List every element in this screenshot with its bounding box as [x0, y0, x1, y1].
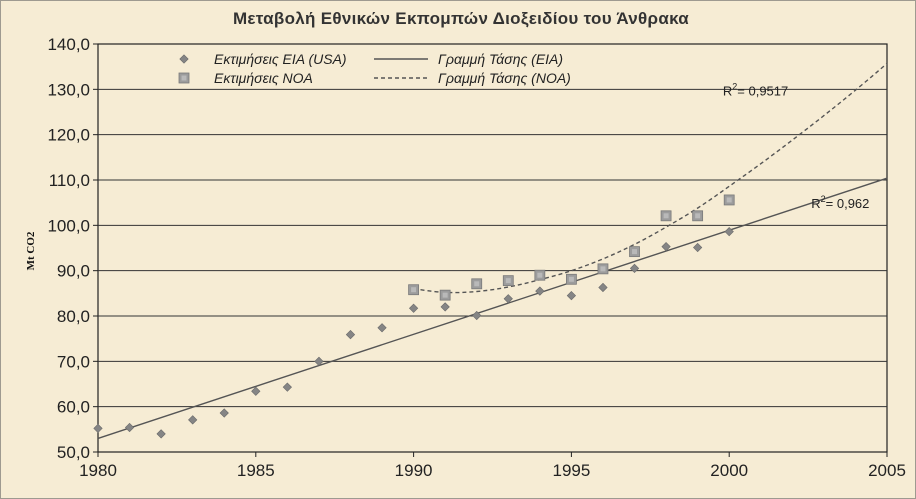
square-marker-inner	[505, 278, 511, 284]
noa-point	[408, 284, 420, 296]
eia-point	[693, 242, 703, 253]
legend-label-noa: Εκτιμήσεις NOA	[214, 70, 313, 86]
trend-line-eia	[97, 177, 888, 440]
eia-point	[598, 282, 608, 293]
square-marker-inner	[600, 266, 606, 272]
gridlines	[98, 88, 887, 408]
r-squared-annotations: R2= 0,9517 R2= 0,962	[723, 82, 870, 211]
eia-point	[503, 294, 513, 304]
plot-area	[97, 43, 888, 453]
noa-point	[629, 246, 640, 258]
eia-point	[156, 429, 166, 439]
y-tick-label: 110,0	[49, 171, 90, 190]
eia-point	[408, 303, 419, 313]
r-squared-label: R2= 0,9517	[723, 82, 788, 99]
eia-point	[251, 386, 261, 396]
chart-title: Μεταβολή Εθνικών Εκπομπών Διοξειδίου του…	[233, 9, 689, 28]
square-marker-inner	[181, 75, 187, 81]
eia-point	[629, 263, 640, 274]
eia-point	[345, 329, 356, 340]
y-tick-label: 50,0	[57, 443, 90, 462]
y-tick-label: 90,0	[57, 262, 90, 281]
square-marker-inner	[411, 287, 417, 293]
x-axis-ticks: 1980 1985 1990 1995 2000 2005	[79, 452, 906, 480]
x-tick-label: 1980	[79, 461, 117, 480]
eia-point	[282, 382, 292, 392]
eia-point	[93, 423, 103, 434]
y-tick-label: 70,0	[57, 352, 90, 371]
eia-point	[661, 242, 671, 252]
y-tick-label: 80,0	[57, 307, 90, 326]
square-marker-inner	[663, 213, 669, 219]
eia-point	[440, 302, 450, 312]
data-points	[93, 194, 735, 439]
eia-point	[472, 310, 482, 321]
eia-point	[566, 290, 577, 301]
y-axis-label: Mt CO2	[25, 231, 37, 270]
noa-point	[660, 210, 672, 222]
noa-point	[597, 263, 609, 275]
noa-point	[439, 289, 451, 301]
legend: Εκτιμήσεις EIA (USA) Εκτιμήσεις NOA Γραμμή…	[178, 51, 571, 86]
eia-point	[724, 227, 734, 237]
legend-label-eia: Εκτιμήσεις EIA (USA)	[214, 51, 347, 67]
legend-marker-noa	[178, 72, 190, 84]
trend-lines	[97, 62, 888, 440]
x-tick-label: 2000	[710, 461, 748, 480]
legend-label-trend-noa: Γραμμή Τάσης (NOA)	[438, 70, 571, 86]
eia-point	[377, 323, 387, 333]
square-marker-inner	[568, 276, 574, 282]
x-tick-label: 1995	[552, 461, 590, 480]
y-tick-label: 140,0	[47, 35, 90, 54]
noa-point	[723, 194, 735, 206]
trend-line-noa	[413, 62, 888, 294]
eia-point	[188, 415, 198, 425]
r-squared-label: R2= 0,962	[811, 194, 869, 211]
square-marker-inner	[474, 281, 480, 287]
y-axis-ticks: 50,0 60,0 70,0 80,0 90,0 100,0 110,0 120,0 130,0…	[47, 35, 98, 462]
square-marker-inner	[537, 272, 543, 278]
y-tick-label: 130,0	[47, 80, 90, 99]
eia-point	[219, 408, 229, 418]
noa-point	[566, 273, 577, 285]
x-tick-label: 1990	[395, 461, 433, 480]
y-tick-label: 100,0	[47, 216, 90, 235]
square-marker-inner	[442, 292, 448, 298]
legend-label-trend-eia: Γραμμή Τάσης (EIA)	[438, 51, 563, 67]
noa-point	[534, 269, 546, 281]
noa-point	[471, 278, 483, 290]
eia-point	[314, 356, 324, 366]
square-marker-inner	[632, 249, 638, 255]
x-tick-label: 1985	[237, 461, 275, 480]
noa-point	[502, 275, 514, 287]
square-marker-inner	[726, 197, 732, 203]
square-marker-inner	[695, 213, 701, 219]
noa-point	[692, 210, 704, 222]
y-tick-label: 120,0	[47, 126, 90, 145]
y-tick-label: 60,0	[57, 398, 90, 417]
legend-marker-eia	[179, 54, 189, 64]
x-tick-label: 2005	[868, 461, 906, 480]
eia-point	[535, 286, 545, 296]
eia-point	[124, 422, 135, 433]
